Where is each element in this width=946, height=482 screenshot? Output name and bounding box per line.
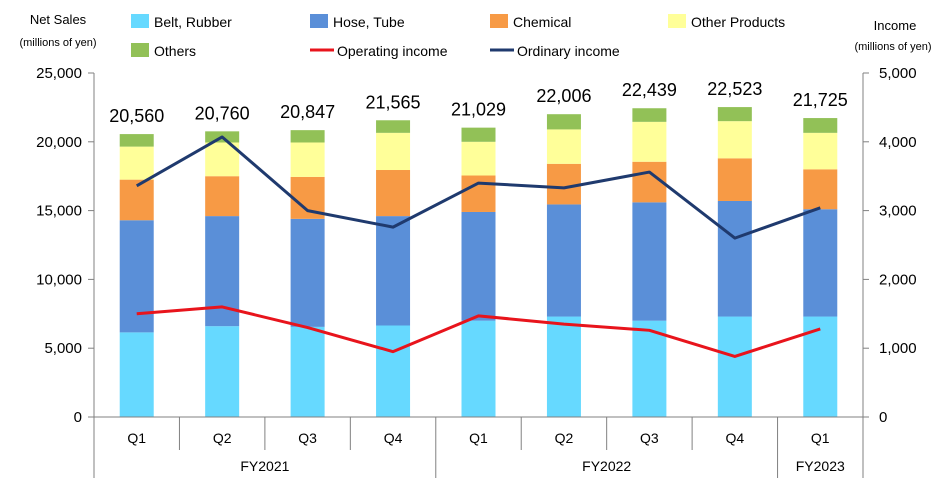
bar-segment <box>717 316 752 417</box>
bar-segment <box>461 320 496 417</box>
y2-axis-title: Income <box>874 18 917 33</box>
bar-segment <box>376 216 411 326</box>
total-label: 22,006 <box>536 86 591 106</box>
bar-segment <box>803 118 838 133</box>
y2-tick-label: 5,000 <box>879 65 917 82</box>
bar-segment <box>546 129 581 164</box>
bar-segment <box>632 121 667 162</box>
total-label: 21,029 <box>451 100 506 120</box>
x-category-label: Q1 <box>811 430 830 446</box>
bar-segment <box>546 204 581 317</box>
legend-label: Ordinary income <box>517 43 620 59</box>
y-tick-label: 10,000 <box>36 271 82 288</box>
bar-segment <box>376 132 411 171</box>
bar-segment <box>205 176 240 217</box>
y-tick-label: 5,000 <box>44 340 82 357</box>
bar-segment <box>632 320 667 417</box>
x-group-label: FY2023 <box>796 458 845 474</box>
bar-segment <box>119 220 154 333</box>
y-tick-label: 0 <box>74 409 82 426</box>
total-label: 21,725 <box>793 90 848 110</box>
legend-label: Operating income <box>337 43 448 59</box>
total-label: 22,439 <box>622 80 677 100</box>
bar-segment <box>461 141 496 176</box>
total-label: 20,847 <box>280 102 335 122</box>
bar-segment <box>717 121 752 159</box>
bar-segment <box>119 146 154 180</box>
y-axis-ticks: 0 5,000 10,000 15,000 20,000 25,000 <box>36 65 94 426</box>
legend-swatch <box>668 14 686 28</box>
bar-segment <box>205 326 240 417</box>
legend-label: Chemical <box>513 14 571 30</box>
legend-swatch <box>490 14 508 28</box>
y2-tick-label: 0 <box>879 409 887 426</box>
legend-swatch <box>131 43 149 57</box>
bar-segment <box>376 170 411 217</box>
bar-segment <box>546 163 581 205</box>
bar-segment <box>290 218 325 327</box>
bars <box>119 107 838 417</box>
bar-segment <box>803 169 838 210</box>
bar-segment <box>119 332 154 417</box>
bar-segment <box>632 108 667 122</box>
legend-label: Hose, Tube <box>333 14 405 30</box>
y-axis-title: Net Sales <box>30 12 87 27</box>
bar-segment <box>119 179 154 221</box>
x-category-label: Q4 <box>725 430 744 446</box>
x-category-label: Q1 <box>127 430 146 446</box>
x-category-label: Q3 <box>640 430 659 446</box>
y2-tick-label: 3,000 <box>879 203 917 220</box>
x-category-label: Q4 <box>384 430 403 446</box>
bar-segment <box>461 127 496 142</box>
bar-segment <box>461 211 496 321</box>
legend: Belt, Rubber Hose, Tube Chemical Other Prod… <box>131 14 785 59</box>
total-label: 21,565 <box>366 92 421 112</box>
x-axis-categories: Q1 Q2 Q3 Q4 Q1 Q2 Q3 Q4 Q1 FY2021 FY2022 FY2023 <box>93 417 864 478</box>
x-category-label: Q1 <box>469 430 488 446</box>
y2-tick-label: 1,000 <box>879 340 917 357</box>
y2-axis-unit: (millions of yen) <box>854 41 931 53</box>
bar-segment <box>290 142 325 177</box>
bar-segment <box>376 120 411 133</box>
bar-segment <box>546 316 581 417</box>
y-tick-label: 15,000 <box>36 203 82 220</box>
bar-segment <box>717 158 752 201</box>
y-tick-label: 20,000 <box>36 134 82 151</box>
income-lines <box>135 135 821 358</box>
bar-segment <box>717 200 752 317</box>
total-labels: 20,560 20,760 20,847 21,565 21,029 22,006 22,4… <box>109 79 848 126</box>
bar-segment <box>290 326 325 417</box>
y-axis-unit: (millions of yen) <box>19 37 96 49</box>
x-group-label: FY2021 <box>240 458 289 474</box>
y2-tick-label: 4,000 <box>879 134 917 151</box>
y2-axis-ticks: 0 1,000 2,000 3,000 4,000 5,000 <box>863 65 917 426</box>
legend-label: Others <box>154 43 196 59</box>
line-ordinary-income <box>135 135 821 240</box>
x-group-label: FY2022 <box>582 458 631 474</box>
bar-segment <box>376 325 411 417</box>
bar-segment <box>461 175 496 212</box>
total-label: 20,560 <box>109 106 164 126</box>
axes <box>93 73 864 418</box>
total-label: 22,523 <box>707 79 762 99</box>
bar-segment <box>717 107 752 122</box>
bar-segment <box>632 202 667 321</box>
legend-label: Other Products <box>691 14 785 30</box>
x-category-label: Q2 <box>555 430 574 446</box>
legend-label: Belt, Rubber <box>154 14 232 30</box>
legend-swatch <box>310 14 328 28</box>
bar-segment <box>119 134 154 147</box>
bar-segment <box>290 130 325 143</box>
y-tick-label: 25,000 <box>36 65 82 82</box>
x-category-label: Q3 <box>298 430 317 446</box>
line-operating-income <box>136 305 821 358</box>
y2-tick-label: 2,000 <box>879 271 917 288</box>
bar-segment <box>546 114 581 130</box>
total-label: 20,760 <box>195 103 250 123</box>
x-category-label: Q2 <box>213 430 232 446</box>
bar-segment <box>803 132 838 170</box>
legend-swatch <box>131 14 149 28</box>
bar-segment <box>803 209 838 317</box>
